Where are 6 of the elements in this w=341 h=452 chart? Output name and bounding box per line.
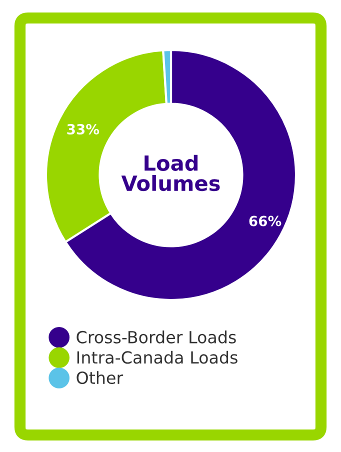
text: Load Volumes — [121, 154, 220, 192]
data-label: 33% — [67, 124, 100, 134]
data-label: 66% — [249, 216, 282, 226]
legend-label: Cross-Border Loads — [76, 330, 236, 344]
legend-label: Intra-Canada Loads — [77, 350, 238, 364]
legend-label: Other — [76, 371, 124, 384]
